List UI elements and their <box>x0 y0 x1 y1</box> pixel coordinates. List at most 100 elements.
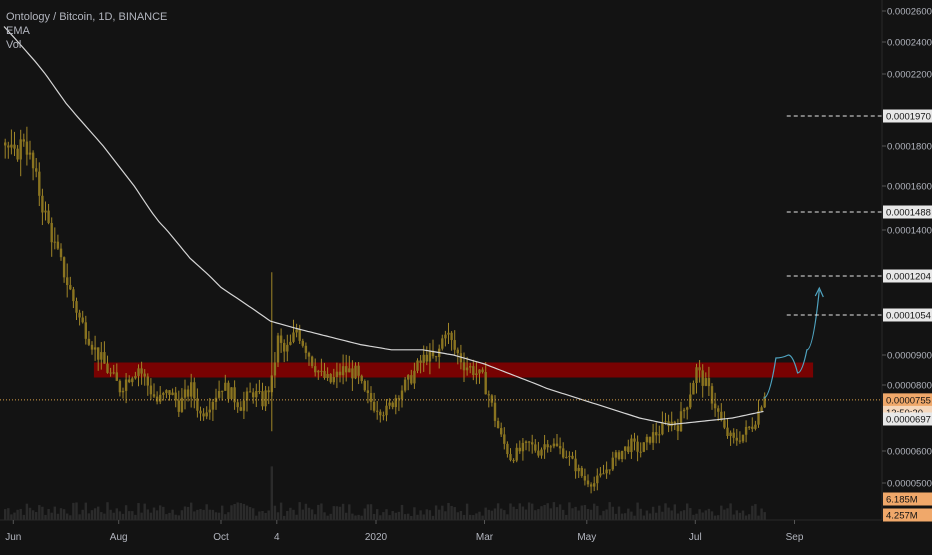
candle-body <box>620 450 624 460</box>
volume-bar <box>614 513 618 520</box>
volume-bar <box>19 508 22 520</box>
volume-bar <box>689 508 692 520</box>
volume-bar <box>757 515 760 520</box>
chart-title: Ontology / Bitcoin, 1D, BINANCE <box>6 11 168 23</box>
volume-bar <box>413 507 416 520</box>
candle-body <box>382 415 385 417</box>
volume-bar <box>565 514 568 520</box>
candle-body <box>729 432 732 437</box>
volume-bar <box>676 513 680 520</box>
volume-bar <box>289 507 292 520</box>
volume-bar <box>159 505 162 520</box>
candle-body <box>434 356 438 358</box>
candle-body <box>258 390 261 392</box>
candle-body <box>478 369 481 374</box>
volume-bar <box>382 512 385 520</box>
volume-bar <box>419 510 422 520</box>
volume-bar <box>407 513 410 520</box>
x-tick-label: Jul <box>689 532 702 543</box>
candle-body <box>397 398 401 400</box>
volume-bar <box>751 505 754 520</box>
volume-bar <box>348 504 351 520</box>
volume-bar <box>100 512 103 520</box>
candle-body <box>10 144 13 148</box>
candle-body <box>295 329 298 333</box>
volume-bar <box>692 514 695 520</box>
volume-bar <box>447 502 450 520</box>
volume-bar <box>639 508 642 520</box>
candle-body <box>648 436 652 443</box>
volume-bar <box>332 506 335 520</box>
candle-body <box>527 441 531 443</box>
candle-body <box>537 450 540 456</box>
candle-body <box>115 372 118 381</box>
volume-bar <box>72 502 75 520</box>
volume-bar <box>152 507 156 520</box>
candle-body <box>53 241 56 243</box>
candle-body <box>155 396 159 402</box>
volume-bar <box>596 505 599 520</box>
volume-bar <box>221 505 224 520</box>
candle-body <box>112 372 115 374</box>
candle-body <box>242 400 246 411</box>
resistance-zone-layer <box>93 362 814 378</box>
candle-body <box>103 352 106 364</box>
candle-body <box>143 373 146 377</box>
volume-bar <box>131 511 134 520</box>
volume-bar <box>748 514 751 520</box>
volume-bar <box>38 505 41 520</box>
volume-bar <box>717 515 720 520</box>
candle-body <box>627 446 630 453</box>
candle-body <box>106 363 109 373</box>
volume-bar <box>658 505 661 520</box>
y-tick-label: 0.0000800 <box>887 381 932 392</box>
volume-bar <box>645 510 649 520</box>
volume-bar <box>183 506 187 520</box>
volume-bar <box>456 512 459 520</box>
volume-indicator-label[interactable]: Vol <box>6 39 22 51</box>
candle-body <box>754 424 757 429</box>
ema-indicator-label[interactable]: EMA <box>6 25 30 37</box>
candle-body <box>531 442 534 445</box>
volume-bar <box>47 509 50 520</box>
candle-body <box>357 365 360 376</box>
candle-body <box>534 444 537 451</box>
candle-body <box>341 366 345 376</box>
candle-body <box>208 409 211 413</box>
candle-body <box>493 402 497 421</box>
volume-bar <box>35 512 38 520</box>
candle-body <box>332 376 335 383</box>
candle-body <box>137 368 140 376</box>
candle-body <box>760 407 763 412</box>
volume-bar <box>106 502 109 520</box>
volume-bar <box>580 505 583 520</box>
candle-body <box>338 371 342 376</box>
volume-bar <box>255 515 258 520</box>
candle-body <box>233 387 236 403</box>
candle-body <box>726 427 729 437</box>
volume-bar <box>273 505 277 520</box>
candle-body <box>735 437 738 441</box>
candle-body <box>224 382 227 391</box>
projection-arrow-icon <box>814 286 824 298</box>
volume-bar <box>431 515 435 520</box>
volume-bar <box>7 508 10 520</box>
candle-body <box>748 426 751 428</box>
volume-bar <box>633 515 636 520</box>
candle-body <box>28 152 32 155</box>
volume-bar <box>496 503 500 520</box>
volume-bar <box>121 513 125 520</box>
candle-body <box>506 443 509 455</box>
price-label-box <box>883 269 932 283</box>
candle-body <box>196 398 199 411</box>
volume-bar <box>25 503 29 520</box>
x-tick-label: Oct <box>213 532 229 543</box>
volume-bar <box>264 512 267 520</box>
candle-body <box>682 409 686 412</box>
x-tick-label: Sep <box>786 532 804 543</box>
volume-bar <box>555 507 559 520</box>
volume-bar <box>568 502 571 520</box>
candle-body <box>307 352 311 357</box>
